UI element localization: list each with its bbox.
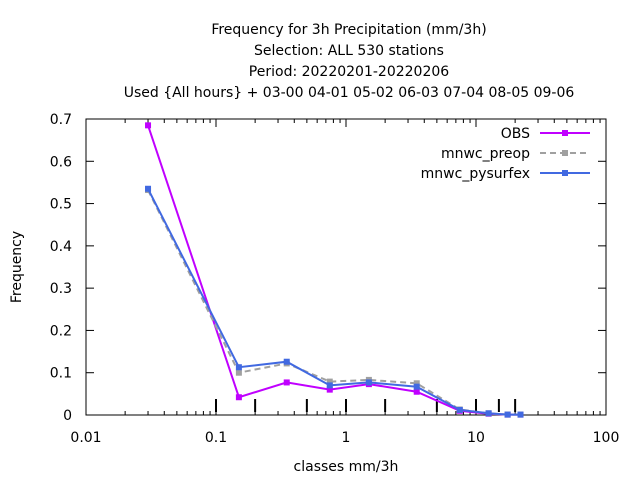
series-line-mnwc_preop (147, 189, 521, 416)
legend-label-OBS: OBS (501, 126, 530, 142)
y-tick-label: 0 (63, 408, 72, 424)
data-point-mnwc_pysurfex (145, 185, 152, 192)
y-tick-label: 0.3 (50, 281, 72, 297)
plot-area-border (85, 118, 607, 416)
legend-marker-mnwc_pysurfex (562, 170, 568, 176)
y-tick-label: 0.4 (50, 239, 72, 255)
data-point-mnwc_pysurfex (326, 382, 333, 389)
series-lines (145, 122, 524, 418)
data-point-OBS (326, 386, 333, 393)
x-tick-label: 0.01 (70, 430, 101, 446)
class-limit-markers (215, 399, 517, 412)
y-tick-label: 0.2 (50, 323, 72, 339)
y-tick-label: 0.1 (50, 366, 72, 382)
title-line-2: Selection: ALL 530 stations (254, 43, 444, 59)
title-line-1: Frequency for 3h Precipitation (mm/3h) (211, 22, 486, 38)
y-axis-label: Frequency (9, 231, 25, 303)
data-point-OBS (235, 394, 242, 401)
data-point-OBS (283, 379, 290, 386)
x-tick-label: 0.1 (205, 430, 227, 446)
y-tick-label: 0.7 (50, 112, 72, 128)
x-tick-label: 10 (467, 430, 485, 446)
y-tick-label: 0.5 (50, 197, 72, 213)
data-point-mnwc_preop (413, 380, 420, 387)
x-tick-label: 100 (593, 430, 620, 446)
series-line-mnwc_pysurfex (147, 188, 521, 416)
data-point-mnwc_pysurfex (517, 411, 524, 418)
data-point-mnwc_preop (326, 378, 333, 385)
data-point-mnwc_pysurfex (485, 410, 492, 417)
legend-label-mnwc_pysurfex: mnwc_pysurfex (421, 166, 530, 182)
x-tick-label: 1 (342, 430, 351, 446)
data-point-mnwc_pysurfex (235, 364, 242, 371)
legend: OBS mnwc_preop mnwc_pysurfex (421, 126, 590, 182)
chart-title: Frequency for 3h Precipitation (mm/3h) Se… (124, 22, 575, 101)
data-point-mnwc_pysurfex (504, 411, 511, 418)
y-tick-label: 0.6 (50, 154, 72, 170)
x-axis-label: classes mm/3h (294, 459, 399, 475)
legend-marker-mnwc_preop (562, 150, 568, 156)
legend-marker-OBS (562, 130, 568, 136)
data-point-mnwc_pysurfex (365, 379, 372, 386)
data-point-OBS (145, 122, 152, 129)
data-point-mnwc_pysurfex (456, 406, 463, 413)
data-point-mnwc_pysurfex (283, 358, 290, 365)
axis-ticks: 0 0.1 0.2 0.3 0.4 0.5 0.6 0.7 0.01 0.1 1 10 100 (50, 112, 620, 446)
data-point-OBS (413, 388, 420, 395)
title-line-3: Period: 20220201-20220206 (249, 64, 449, 80)
data-point-mnwc_preop (235, 369, 242, 376)
title-line-4: Used {All hours} + 03-00 04-01 05-02 06-… (124, 85, 575, 101)
data-point-mnwc_pysurfex (413, 383, 420, 390)
legend-label-mnwc_preop: mnwc_preop (441, 146, 530, 162)
